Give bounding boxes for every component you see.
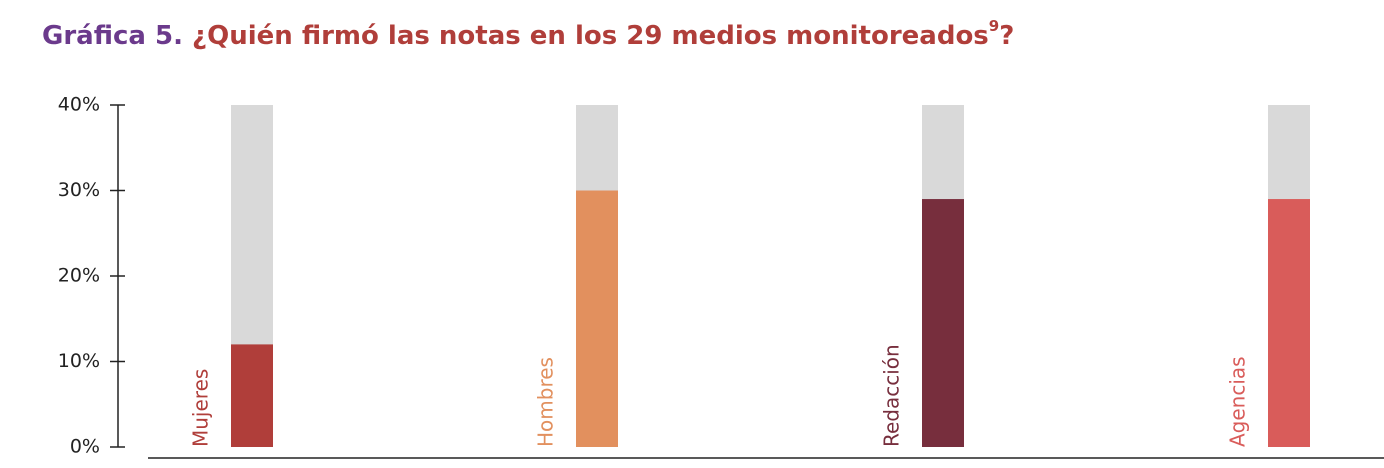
title-prefix: Gráfica 5. [42,21,183,51]
category-label: Agencias [1226,356,1250,447]
title-text: ¿Quién firmó las notas en los 29 medios … [192,21,989,51]
category-label: Mujeres [189,369,213,447]
bar [1268,199,1310,447]
chart-title: Gráfica 5. ¿Quién firmó las notas en los… [42,17,1014,51]
title-end: ? [999,21,1014,51]
y-tick-label: 0% [70,436,100,458]
bar [231,344,273,447]
bar [922,199,964,447]
category-label: Hombres [534,357,558,447]
y-tick-label: 10% [58,350,100,372]
title-footnote: 9 [989,17,999,35]
y-tick-label: 30% [58,179,100,201]
y-tick-label: 20% [58,265,100,287]
bar [576,190,618,447]
category-label: Redacción [880,344,904,447]
y-tick-label: 40% [58,94,100,116]
